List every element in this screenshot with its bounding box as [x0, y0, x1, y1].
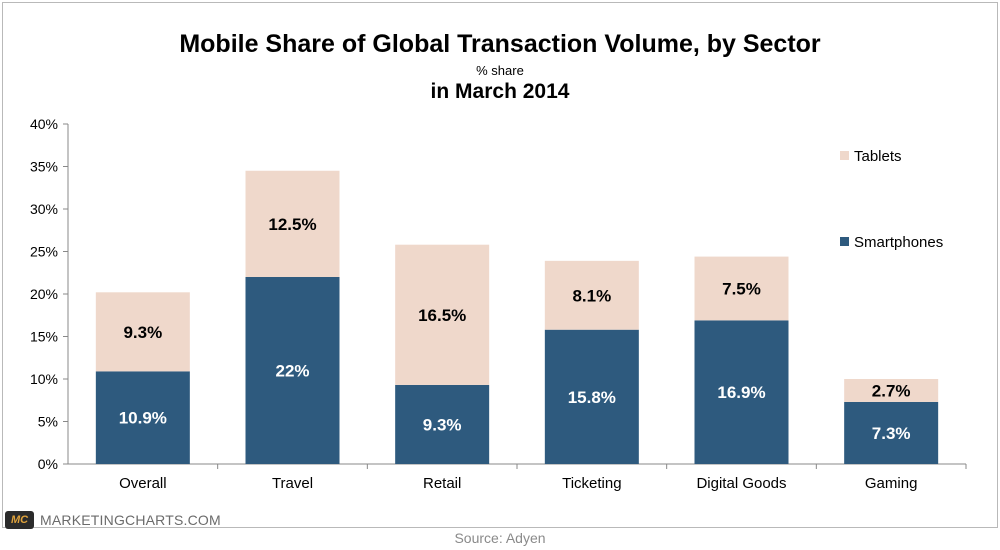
- data-label: 8.1%: [572, 286, 611, 305]
- footer-brand: MARKETINGCHARTS.COM: [40, 512, 221, 528]
- data-label: 7.5%: [722, 279, 761, 298]
- chart-subtitle-date: in March 2014: [430, 80, 570, 103]
- x-tick-label: Gaming: [865, 475, 918, 492]
- legend-swatch-smartphones: [840, 237, 849, 246]
- data-label: 7.3%: [872, 424, 911, 443]
- bar-smartphones-retail: [395, 384, 490, 464]
- data-label: 16.5%: [418, 306, 466, 325]
- data-label: 12.5%: [268, 215, 316, 234]
- data-label: 9.3%: [123, 323, 162, 342]
- data-label: 22%: [275, 362, 309, 381]
- legend-label-smartphones: Smartphones: [854, 234, 943, 251]
- x-tick-label: Travel: [272, 475, 313, 492]
- x-tick-label: Ticketing: [562, 475, 621, 492]
- bar-tablets-overall: [95, 292, 190, 372]
- data-label: 15.8%: [568, 388, 616, 407]
- y-tick-label: 15%: [30, 329, 58, 345]
- y-tick-label: 20%: [30, 286, 58, 302]
- y-tick-label: 30%: [30, 201, 58, 217]
- bar-tablets-ticketing: [544, 260, 639, 330]
- marketingcharts-logo: MC: [5, 511, 34, 529]
- x-tick-label: Digital Goods: [696, 475, 786, 492]
- source-note: Source: Adyen: [454, 530, 546, 546]
- bar-smartphones-ticketing: [544, 329, 639, 464]
- data-label: 9.3%: [423, 415, 462, 434]
- bar-tablets-digital-goods: [694, 256, 789, 321]
- y-tick-label: 10%: [30, 371, 58, 387]
- legend-label-tablets: Tablets: [854, 148, 902, 165]
- data-label: 2.7%: [872, 381, 911, 400]
- bar-tablets-travel: [245, 170, 340, 277]
- y-tick-label: 25%: [30, 244, 58, 260]
- x-tick-label: Overall: [119, 475, 167, 492]
- bar-smartphones-overall: [95, 371, 190, 464]
- y-tick-label: 5%: [38, 414, 58, 430]
- bar-tablets-retail: [395, 244, 490, 385]
- bar-smartphones-digital-goods: [694, 320, 789, 464]
- bar-smartphones-travel: [245, 277, 340, 464]
- bar-tablets-gaming: [844, 379, 939, 402]
- bar-smartphones-gaming: [844, 401, 939, 464]
- y-tick-label: 40%: [30, 116, 58, 132]
- data-label: 16.9%: [717, 383, 765, 402]
- y-tick-label: 0%: [38, 456, 58, 472]
- x-tick-label: Retail: [423, 475, 461, 492]
- legend-swatch-tablets: [840, 151, 849, 160]
- chart-title: Mobile Share of Global Transaction Volum…: [179, 30, 821, 58]
- data-label: 10.9%: [119, 409, 167, 428]
- y-tick-label: 35%: [30, 159, 58, 175]
- chart-subtitle: % share: [476, 63, 524, 78]
